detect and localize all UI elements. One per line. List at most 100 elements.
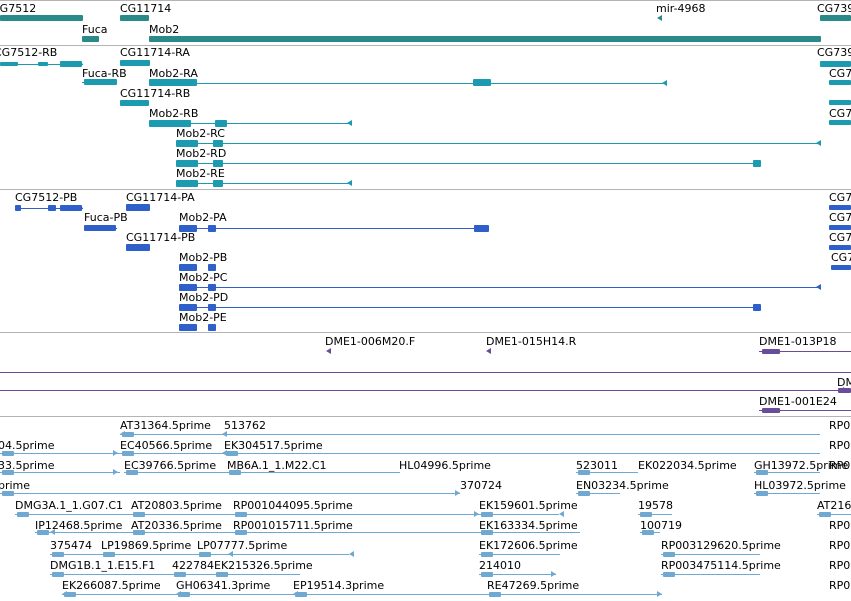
clone-label[interactable]: DME1-001E24: [759, 395, 837, 408]
transcript-label[interactable]: Fuca-RB: [82, 67, 127, 80]
est-label[interactable]: DMG1B.1_1.E15.F1: [50, 559, 156, 572]
protein-label[interactable]: CG7: [831, 251, 851, 264]
transcript-label[interactable]: Mob2-RE: [176, 167, 225, 180]
protein-label[interactable]: Mob2-PD: [179, 291, 229, 304]
est-label[interactable]: GH13972.5prime: [754, 459, 849, 472]
est-label[interactable]: RP0: [829, 459, 851, 472]
est-label[interactable]: RP0: [829, 579, 851, 592]
protein-label[interactable]: CG7512-PB: [15, 191, 78, 204]
est-label[interactable]: RP0: [829, 539, 851, 552]
est-label[interactable]: LP19869.5prime: [101, 539, 192, 552]
protein-label[interactable]: Fuca-PB: [84, 211, 128, 224]
est-label[interactable]: AT20803.5prime: [131, 499, 222, 512]
strand-arrow: [662, 80, 667, 86]
exon-block: [179, 225, 197, 232]
est-label[interactable]: EK163334.5prime: [479, 519, 578, 532]
est-label[interactable]: EK215326.5prime: [214, 559, 313, 572]
exon-block: [208, 225, 216, 232]
est-label[interactable]: IP12468.5prime: [35, 519, 123, 532]
est-label[interactable]: 214010: [479, 559, 521, 572]
est-block: [819, 512, 831, 517]
est-label[interactable]: EN03234.5prime: [576, 479, 669, 492]
transcript-label[interactable]: CG7512-RB: [0, 46, 58, 59]
est-label[interactable]: RP001015711.5prime: [233, 519, 353, 532]
est-label[interactable]: EK022034.5prime: [638, 459, 737, 472]
est-label[interactable]: 513762: [224, 419, 266, 432]
exon-block: [48, 205, 56, 211]
protein-label[interactable]: Mob2-PE: [179, 311, 227, 324]
est-label[interactable]: 19578: [638, 499, 673, 512]
exon-block: [213, 180, 223, 187]
clone-label[interactable]: DME1-006M20.F: [325, 335, 416, 348]
est-block: [2, 470, 14, 475]
transcript-label[interactable]: CG11714-RB: [120, 87, 191, 100]
protein-label[interactable]: CG7: [829, 191, 851, 204]
est-label[interactable]: RP0: [829, 559, 851, 572]
est-label[interactable]: 422784: [172, 559, 214, 572]
est-label[interactable]: EK159601.5prime: [479, 499, 578, 512]
est-label[interactable]: RP0: [829, 519, 851, 532]
protein-label[interactable]: Mob2-PC: [179, 271, 228, 284]
est-label[interactable]: EC39766.5prime: [124, 459, 217, 472]
est-label[interactable]: GH06341.3prime: [176, 579, 271, 592]
transcript-label[interactable]: CG7: [829, 67, 851, 80]
transcript-label[interactable]: CG739: [817, 46, 851, 59]
est-label[interactable]: 04.5prime: [0, 439, 55, 452]
est-label[interactable]: 523011: [576, 459, 618, 472]
est-label[interactable]: RE47269.5prime: [487, 579, 580, 592]
est-label[interactable]: 375474: [50, 539, 92, 552]
clone-label[interactable]: DME1-015H14.R: [486, 335, 577, 348]
est-label[interactable]: RP003129620.5prime: [661, 539, 781, 552]
transcript-label[interactable]: Mob2-RB: [149, 107, 199, 120]
clone-label[interactable]: DME1-013P18: [759, 335, 837, 348]
est-label[interactable]: HL03972.5prime: [754, 479, 846, 492]
exon-block: [208, 304, 216, 311]
gene-label[interactable]: Mob2: [149, 23, 180, 36]
est-label[interactable]: AT20336.5prime: [131, 519, 222, 532]
gene-label[interactable]: mir-4968: [656, 2, 706, 15]
est-block: [133, 512, 145, 517]
transcript-label[interactable]: CG7: [829, 107, 851, 120]
est-label[interactable]: AT216: [817, 499, 851, 512]
exon-block: [829, 80, 851, 85]
transcript-label[interactable]: Mob2-RA: [149, 67, 198, 80]
est-label[interactable]: 370724: [460, 479, 502, 492]
est-label[interactable]: RP001044095.5prime: [233, 499, 353, 512]
exon-block: [473, 79, 491, 86]
protein-label[interactable]: Mob2-PA: [179, 211, 227, 224]
est-label[interactable]: DMG3A.1_1.G07.C1: [15, 499, 124, 512]
est-label[interactable]: EK304517.5prime: [224, 439, 323, 452]
est-block: [481, 572, 493, 577]
gene-label[interactable]: CG7512: [0, 2, 37, 15]
est-block: [663, 552, 675, 557]
protein-label[interactable]: CG7: [829, 211, 851, 224]
protein-label[interactable]: Mob2-PB: [179, 251, 228, 264]
gene-label[interactable]: Fuca: [82, 23, 108, 36]
transcript-label[interactable]: Mob2-RC: [176, 127, 225, 140]
protein-label[interactable]: CG7: [829, 231, 851, 244]
strand-arrow: [62, 591, 67, 597]
est-label[interactable]: EP19514.3prime: [293, 579, 385, 592]
protein-label[interactable]: CG11714-PB: [126, 231, 196, 244]
transcript-label[interactable]: CG11714-RA: [120, 46, 190, 59]
gene-label[interactable]: CG739: [817, 2, 851, 15]
est-label[interactable]: AT31364.5prime: [120, 419, 211, 432]
est-label[interactable]: EK172606.5prime: [479, 539, 578, 552]
gene-bar: [0, 15, 83, 21]
gene-label[interactable]: CG11714: [120, 2, 172, 15]
est-label[interactable]: LP07777.5prime: [197, 539, 288, 552]
strand-arrow: [349, 551, 354, 557]
clone-label[interactable]: DM: [837, 376, 851, 389]
est-label[interactable]: HL04996.5prime: [399, 459, 491, 472]
est-label[interactable]: RP0: [829, 419, 851, 432]
protein-label[interactable]: CG11714-PA: [126, 191, 195, 204]
est-label[interactable]: RP003475114.5prime: [661, 559, 781, 572]
est-label[interactable]: EK266087.5prime: [62, 579, 161, 592]
transcript-label[interactable]: Mob2-RD: [176, 147, 227, 160]
est-label[interactable]: MB6A.1_1.M22.C1: [227, 459, 327, 472]
est-label[interactable]: RP0: [829, 439, 851, 452]
est-label[interactable]: EC40566.5prime: [120, 439, 213, 452]
est-label[interactable]: prime: [0, 479, 31, 492]
est-label[interactable]: 33.5prime: [0, 459, 55, 472]
est-label[interactable]: 100719: [640, 519, 682, 532]
